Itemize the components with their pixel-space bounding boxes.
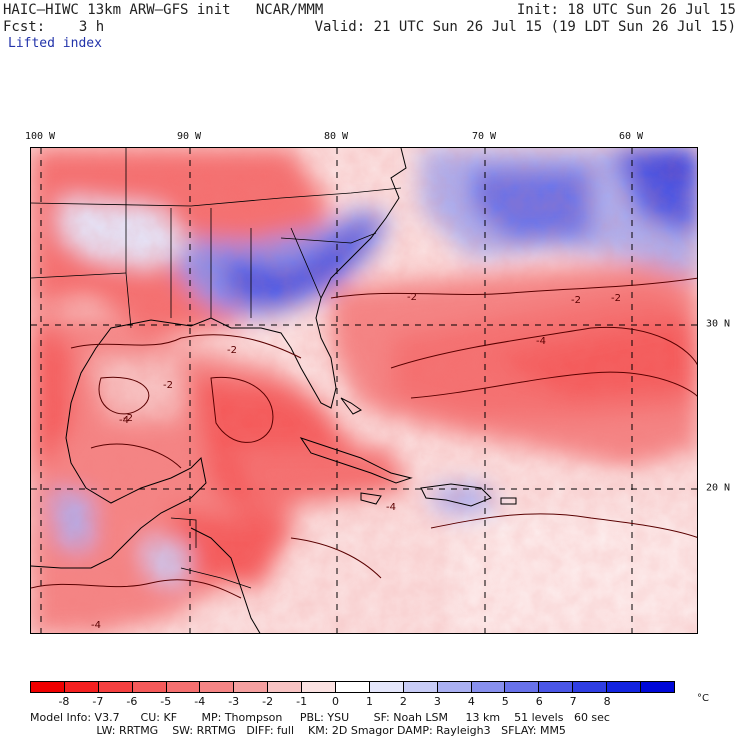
colorbar-tick-label: -8	[58, 695, 70, 708]
colorbar-segment	[607, 682, 642, 692]
colorbar-tick-label: -7	[92, 695, 104, 708]
colorbar-segment	[98, 682, 133, 692]
political-borders	[31, 148, 402, 589]
lon-label-70w: 70 W	[471, 131, 497, 142]
field-name: Lifted index	[8, 36, 102, 51]
colorbar-tick-label: 4	[467, 695, 475, 708]
colorbar-segment	[64, 682, 99, 692]
lat-lon-grid	[31, 148, 697, 633]
colorbar-segment	[471, 682, 506, 692]
colorbar-tick-label: -4	[194, 695, 206, 708]
contour-label-group: -2 -2 -2 -2 -2 -2 -4 -4 -4 -4	[91, 292, 621, 631]
forecast-hour: Fcst: 3 h	[3, 19, 105, 35]
contour-label: -4	[91, 620, 101, 631]
lon-label-90w: 90 W	[176, 131, 202, 142]
colorbar-segment	[369, 682, 404, 692]
contour-label: -4	[119, 415, 129, 426]
contour-label: -2	[571, 295, 581, 306]
colorbar-tick-label: 1	[365, 695, 373, 708]
colorbar-segment	[302, 682, 337, 692]
init-time: Init: 18 UTC Sun 26 Jul 15	[516, 2, 736, 18]
model-title: HAIC–HIWC 13km ARW–GFS init NCAR/MMM	[3, 2, 324, 18]
contour-label: -4	[386, 502, 396, 513]
lifted-index-map: -2 -2 -2 -2 -2 -2 -4 -4 -4 -4	[30, 147, 698, 634]
colorbar-tick-label: 3	[433, 695, 441, 708]
colorbar-tick-label: 2	[399, 695, 407, 708]
colorbar-tick-label: 5	[501, 695, 509, 708]
model-info-line2: LW: RRTMG SW: RRTMG DIFF: full KM: 2D Sm…	[30, 724, 566, 737]
colorbar-segment	[166, 682, 201, 692]
colorbar-segment	[234, 682, 269, 692]
contour-label: -2	[123, 413, 133, 424]
colorbar-segment	[505, 682, 540, 692]
colorbar-tick-label: 8	[603, 695, 611, 708]
colorbar-tick-label: -5	[160, 695, 172, 708]
lon-label-60w: 60 W	[618, 131, 644, 142]
colorbar-segment	[641, 682, 674, 692]
colorbar-unit: °C	[697, 693, 709, 704]
colorbar-tick-label: 7	[569, 695, 577, 708]
colorbar	[30, 681, 675, 693]
colorbar-segment	[573, 682, 608, 692]
colorbar-segment	[31, 682, 65, 692]
colorbar-tick-label: -3	[228, 695, 240, 708]
coastlines	[31, 148, 517, 633]
colorbar-segment	[437, 682, 472, 692]
colorbar-tick-label: 0	[332, 695, 340, 708]
model-info-line1: Model Info: V3.7 CU: KF MP: Thompson PBL…	[30, 711, 610, 724]
valid-time: Valid: 21 UTC Sun 26 Jul 15 (19 LDT Sun …	[314, 19, 736, 35]
contour-label: -2	[611, 293, 621, 304]
map-svg: -2 -2 -2 -2 -2 -2 -4 -4 -4 -4	[31, 148, 697, 633]
lat-label-30n: 30 N	[706, 318, 731, 330]
colorbar-tick-label: -6	[126, 695, 138, 708]
lat-label-20n: 20 N	[706, 482, 731, 494]
contour-label: -4	[536, 336, 546, 347]
colorbar-tick-label: -1	[296, 695, 308, 708]
colorbar-tick-label: 6	[535, 695, 543, 708]
colorbar-tick-label: -2	[262, 695, 274, 708]
contour-label: -2	[407, 292, 417, 303]
contour-label: -2	[227, 345, 237, 356]
contour-lines	[31, 277, 697, 599]
colorbar-segment	[403, 682, 438, 692]
colorbar-segment	[200, 682, 235, 692]
contour-label: -2	[163, 380, 173, 391]
colorbar-segment	[268, 682, 303, 692]
lon-label-100w: 100 W	[24, 131, 56, 142]
colorbar-segment	[336, 682, 370, 692]
lon-label-80w: 80 W	[323, 131, 349, 142]
colorbar-segment	[132, 682, 167, 692]
colorbar-segment	[539, 682, 574, 692]
field-texture	[31, 148, 697, 633]
